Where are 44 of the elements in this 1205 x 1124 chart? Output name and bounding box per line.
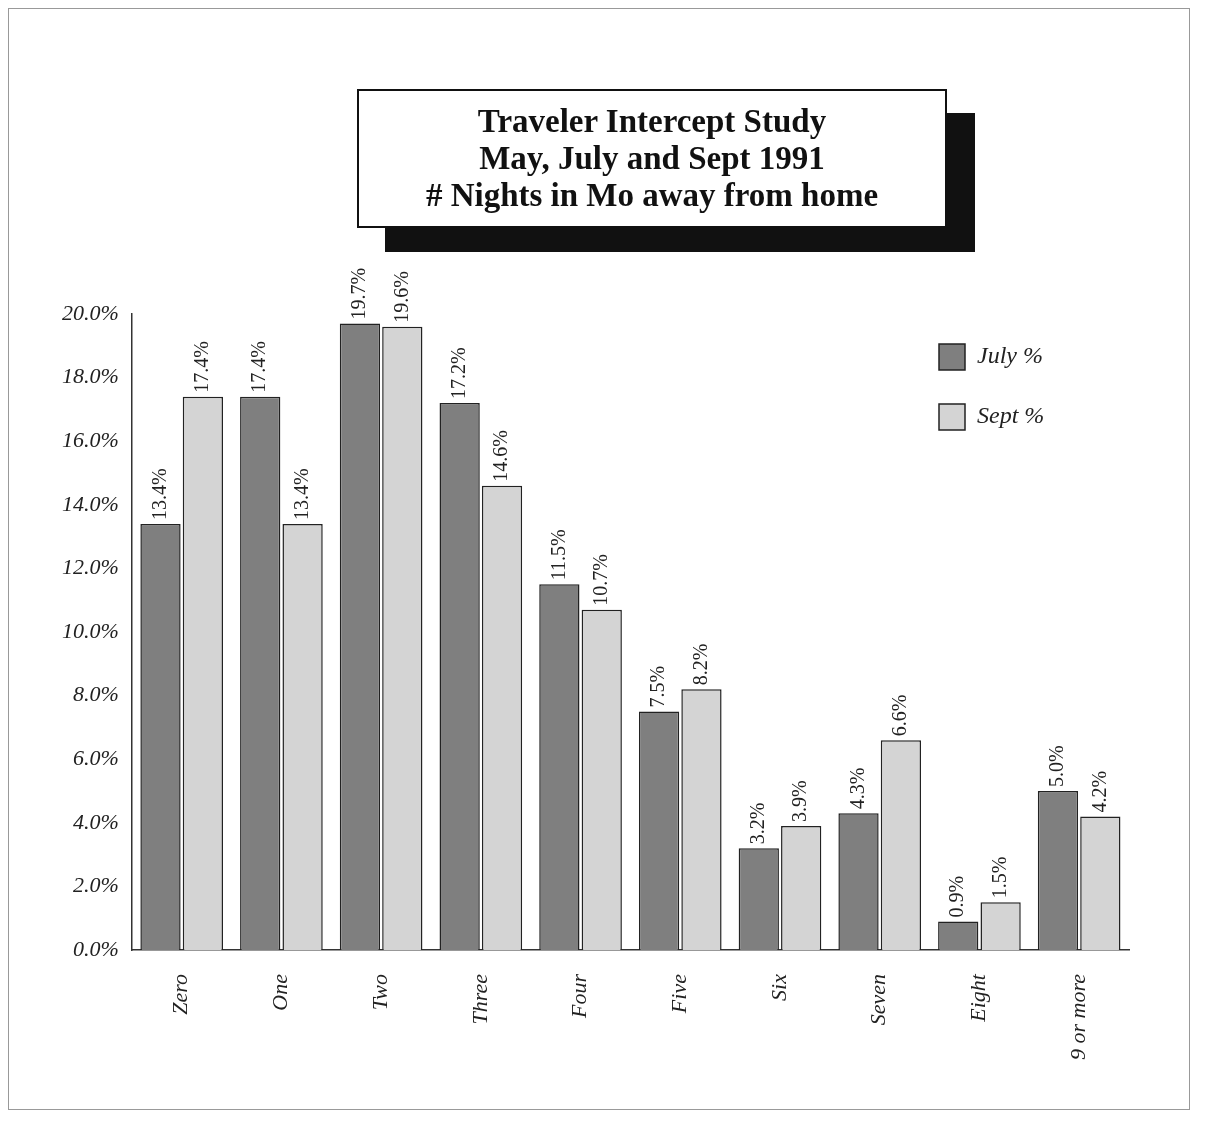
y-tick-label: 4.0% [73,808,119,834]
y-tick-label: 12.0% [62,554,119,580]
chart-title: Traveler Intercept Study May, July and Sept 1991 # Nights in Mo away from home [357,89,947,228]
data-label: 4.3% [845,767,868,810]
x-tick-label: Six [765,973,791,1001]
y-tick-label: 8.0% [73,681,119,707]
data-label: 13.4% [147,468,170,520]
legend-label: July % [977,342,1043,369]
data-label: 5.0% [1045,745,1068,788]
x-tick-label: 9 or more [1064,973,1090,1061]
data-label: 14.6% [489,430,512,482]
x-tick-label: Two [366,974,392,1011]
data-label: 17.2% [446,347,469,400]
data-label: 7.5% [646,665,669,708]
y-tick-label: 14.0% [62,490,119,516]
data-label: 8.2% [688,643,711,686]
data-label: 6.6% [888,694,911,737]
x-tick-label: One [267,973,293,1011]
data-label: 3.9% [788,780,811,823]
legend-label: Sept % [977,402,1045,429]
y-tick-label: 20.0% [62,299,119,325]
data-label: 10.7% [588,554,611,606]
data-label: 17.4% [190,341,213,393]
x-tick-label: Four [566,973,592,1020]
x-tick-label: Three [466,973,492,1025]
x-tick-label: Eight [965,973,991,1023]
y-tick-label: 6.0% [73,745,119,771]
data-label: 11.5% [546,529,569,581]
data-label: 3.2% [746,802,769,845]
data-label: 19.6% [389,271,412,323]
y-tick-label: 0.0% [73,935,119,961]
data-label: 4.2% [1087,770,1110,813]
data-label: 13.4% [289,468,312,520]
y-tick-label: 2.0% [73,872,119,898]
data-label: 0.9% [945,875,968,918]
data-label: 1.5% [987,856,1010,899]
y-tick-label: 18.0% [62,363,119,389]
data-label: 17.4% [247,341,270,393]
y-tick-label: 10.0% [62,617,119,643]
x-tick-label: Five [666,973,692,1015]
x-tick-label: Zero [167,974,193,1015]
y-tick-label: 16.0% [62,426,119,452]
x-tick-label: Seven [865,974,891,1026]
data-label: 19.7% [347,267,370,320]
